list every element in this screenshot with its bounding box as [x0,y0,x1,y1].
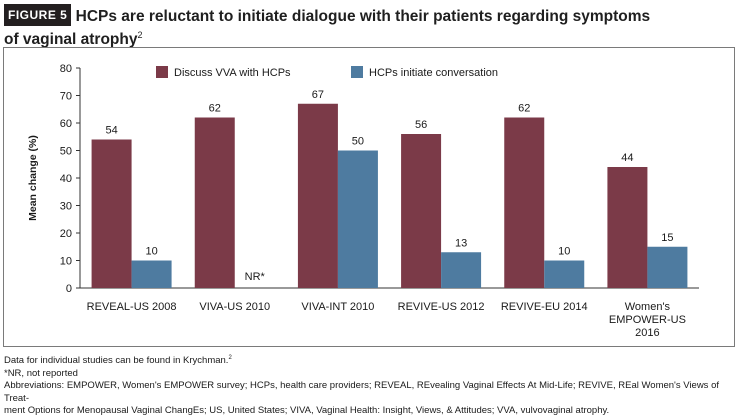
bar-value-label: 10 [558,246,570,258]
x-tick-label: Women's [625,301,671,313]
x-tick-label: REVEAL-US 2008 [87,301,177,313]
y-tick-label: 10 [60,256,72,268]
figure-header: FIGURE 5 HCPs are reluctant to initiate … [4,4,724,49]
bar-hcp-initiate [441,252,482,288]
legend-swatch-hcp-initiate [351,66,363,78]
chart-frame: 0 10 20 30 40 50 60 70 80 Mean change (%) 54 10 REVE… [3,47,735,347]
bar-value-label: 13 [455,237,467,249]
bar-value-label: 62 [518,103,530,115]
legend-label: HCPs initiate conversation [369,67,498,79]
y-tick-label: 20 [60,228,72,240]
note-abbreviations-1: Abbreviations: EMPOWER, Women's EMPOWER … [4,380,719,404]
bar-value-label: 62 [209,103,221,115]
bar-value-label: 67 [312,89,324,101]
bar-hcp-initiate [337,150,378,288]
bar-discuss-vva [91,139,132,288]
bar-value-label: 50 [352,136,364,148]
bar-hcp-initiate [647,246,688,288]
y-tick-label: 60 [60,118,72,130]
y-tick-label: 80 [60,63,72,75]
bar-value-label: 54 [105,125,117,137]
note-not-reported: *NR, not reported [4,367,78,379]
bar-value-label: 44 [621,152,633,164]
x-tick-label: 2016 [635,327,659,339]
bar-discuss-vva [504,117,545,288]
x-tick-label: EMPOWER-US [609,314,686,326]
y-tick-label: 50 [60,146,72,158]
bar-hcp-initiate [544,260,585,288]
x-tick-label: REVIVE-EU 2014 [501,301,588,313]
y-tick-label: 70 [60,91,72,103]
bar-value-label: 15 [661,232,673,244]
bar-value-label: 10 [145,246,157,258]
title-line-1: HCPs are reluctant to initiate dialogue … [75,8,651,25]
y-tick-label: 0 [66,283,72,295]
y-axis-title: Mean change (%) [27,135,39,221]
y-tick-label: 40 [60,173,72,185]
bar-chart: 0 10 20 30 40 50 60 70 80 Mean change (%) 54 10 REVE… [27,63,699,339]
bar-discuss-vva [194,117,235,288]
x-tick-label: VIVA-US 2010 [199,301,270,313]
y-tick-label: 30 [60,201,72,213]
bar-discuss-vva [401,134,442,288]
bar-value-label: 56 [415,119,427,131]
bar-discuss-vva [607,167,648,288]
note-data-source: Data for individual studies can be found… [4,355,232,367]
bar-hcp-initiate [131,260,172,288]
title-reference: 2 [137,30,143,40]
legend-swatch-discuss-vva [156,66,168,78]
bar-discuss-vva [297,103,338,288]
x-tick-label: VIVA-INT 2010 [301,301,374,313]
figure-badge: FIGURE 5 [4,4,72,26]
note-abbreviations-2: ment Options for Menopausal Vaginal Chan… [4,405,610,417]
footnotes: Data for individual studies can be found… [4,352,736,418]
legend-label: Discuss VVA with HCPs [174,67,291,79]
bar-value-label: NR* [245,271,266,283]
figure-title: FIGURE 5 HCPs are reluctant to initiate … [4,4,724,49]
title-line-2: of vaginal atrophy [4,31,138,49]
x-tick-label: REVIVE-US 2012 [398,301,485,313]
